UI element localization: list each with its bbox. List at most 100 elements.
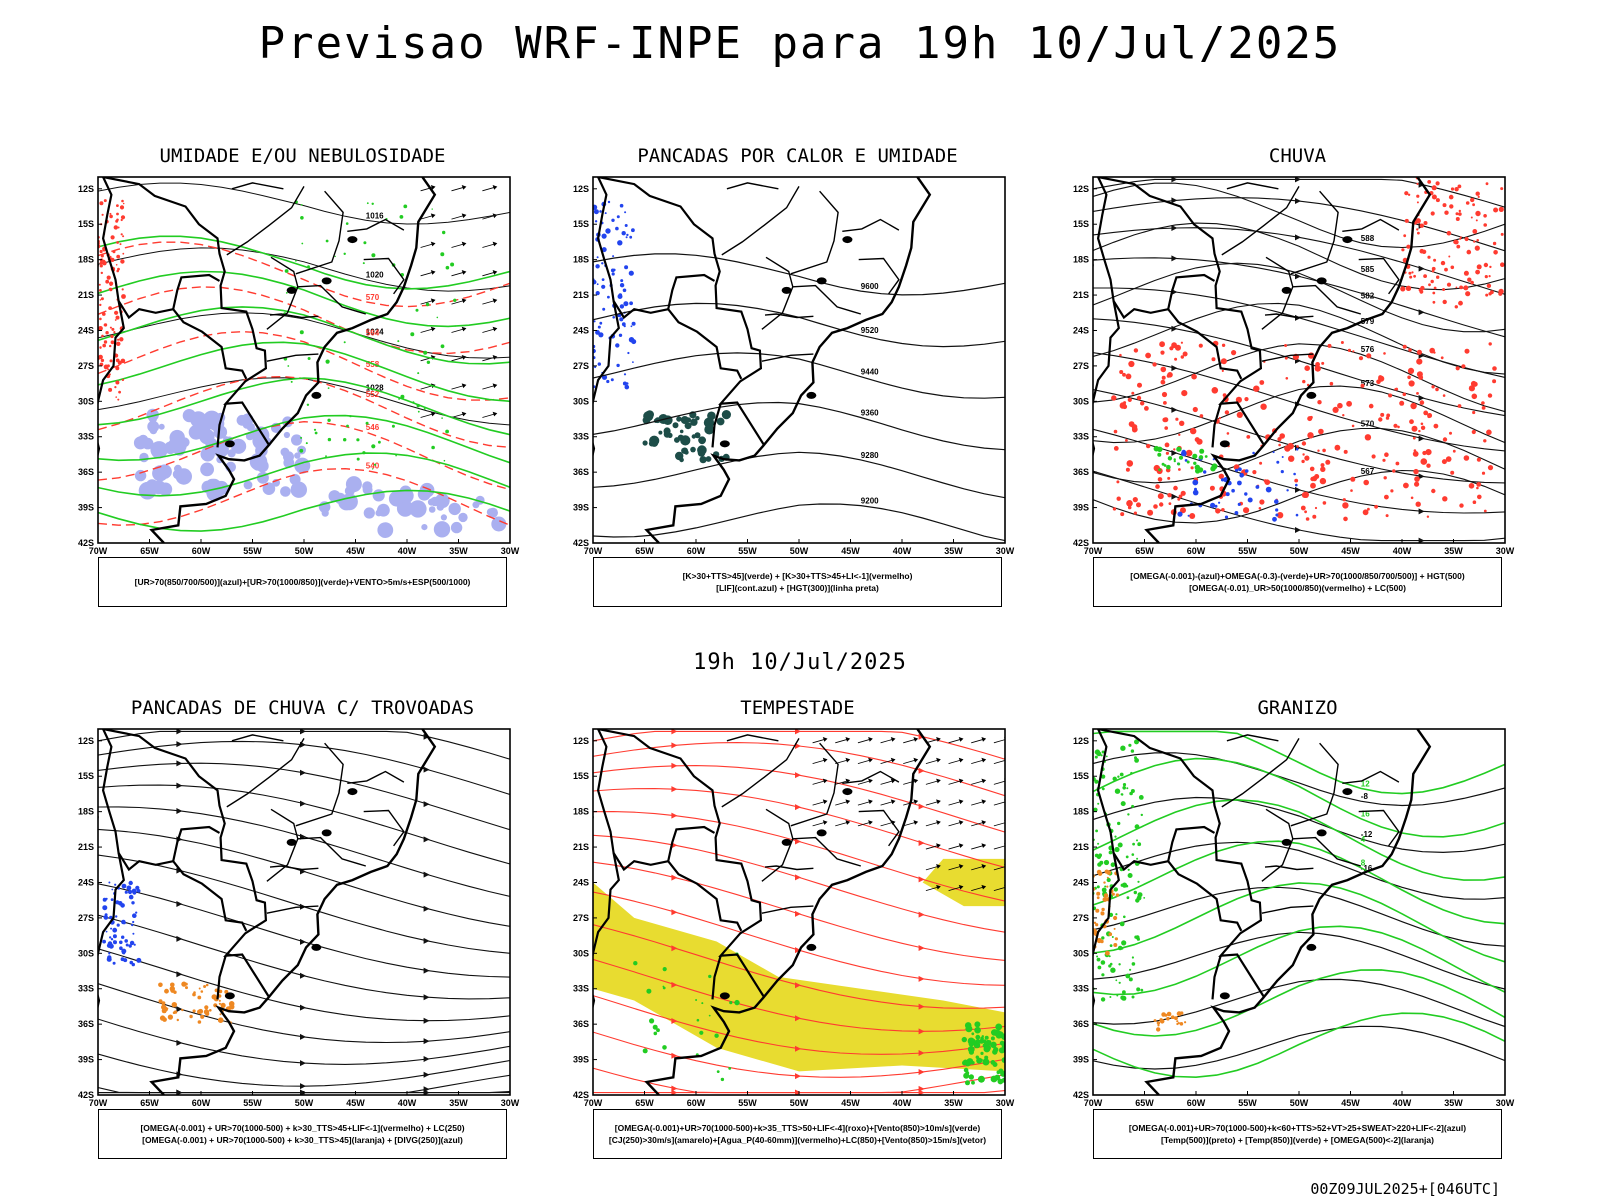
- field-dot: [1360, 383, 1365, 388]
- field-dot: [1094, 853, 1099, 858]
- contour-line: [98, 306, 510, 365]
- state-border: [1264, 865, 1314, 871]
- field-dot: [110, 334, 114, 339]
- field-dot: [1096, 937, 1102, 944]
- field-dot: [694, 432, 701, 439]
- wind-arrowhead: [958, 778, 964, 784]
- field-dot: [1411, 425, 1418, 432]
- state-border: [347, 770, 405, 784]
- field-dot: [1192, 479, 1199, 486]
- field-dot: [300, 204, 303, 206]
- field-dot: [1422, 450, 1427, 456]
- field-dot: [980, 1036, 984, 1041]
- field-dot: [1104, 869, 1109, 874]
- field-dot: [1160, 379, 1166, 385]
- field-dot: [628, 270, 634, 276]
- field-dot: [1465, 291, 1471, 297]
- field-dot: [980, 1051, 984, 1055]
- contour-line: [1093, 925, 1505, 996]
- streamline-arrow: [176, 741, 183, 748]
- field-dot: [128, 944, 132, 948]
- field-dot: [131, 923, 134, 927]
- wind-arrowhead: [492, 185, 498, 190]
- field-dot: [684, 450, 689, 455]
- field-dot: [1481, 471, 1486, 475]
- field-dot: [1093, 929, 1097, 933]
- field-dot: [453, 298, 457, 302]
- field-dot: [197, 1020, 202, 1024]
- field-dot: [131, 901, 135, 905]
- field-dot: [400, 394, 405, 399]
- map-granizo[interactable]: -8-12-1612164812S15S18S21S24S27S30S33S36…: [1055, 717, 1540, 1117]
- field-dot: [151, 447, 163, 459]
- wind-arrowhead: [936, 884, 941, 890]
- field-dot: [1103, 859, 1110, 866]
- field-dot: [716, 1070, 720, 1073]
- field-dot: [1317, 400, 1322, 405]
- lon-label: 45W: [346, 546, 365, 556]
- wind-arrowhead: [958, 799, 964, 805]
- geography-layer: [1093, 729, 1432, 1095]
- lon-label: 50W: [790, 1098, 809, 1108]
- field-dot: [1164, 426, 1168, 430]
- legend-line: [CJ(250)>30m/s](amarelo)+[Agua_P(40-60mm…: [608, 1135, 987, 1145]
- lon-label: 40W: [1393, 1098, 1412, 1108]
- field-dot: [1239, 473, 1244, 478]
- field-dot: [121, 883, 127, 889]
- field-dot: [362, 484, 373, 495]
- lake-shape: [806, 391, 817, 399]
- field-dot: [98, 326, 103, 331]
- state-border: [726, 734, 779, 742]
- field-dot: [1364, 434, 1372, 441]
- panel-legend: [UR>70(850/700/500)](azul)+[UR>70(1000/8…: [98, 557, 507, 607]
- state-border: [363, 809, 405, 847]
- field-dot: [1399, 400, 1405, 406]
- field-dot: [1190, 427, 1197, 435]
- field-dot: [617, 240, 623, 246]
- field-dot: [356, 457, 360, 461]
- field-dot: [486, 508, 495, 516]
- streamline-arrow: [918, 911, 925, 918]
- contour-line: [1093, 969, 1505, 1037]
- state-border: [858, 257, 900, 295]
- field-dot: [1180, 355, 1184, 359]
- field-dot: [1137, 880, 1140, 883]
- lat-label: 30S: [78, 396, 94, 406]
- map-chuva[interactable]: 58858558257957657357056712S15S18S21S24S2…: [1055, 165, 1540, 565]
- field-dot: [1178, 455, 1184, 460]
- field-dot: [115, 915, 118, 918]
- field-dot: [1477, 494, 1482, 500]
- field-dot: [373, 463, 377, 466]
- field-dot: [1474, 245, 1480, 251]
- lon-label: 50W: [1290, 546, 1309, 556]
- field-dot: [1489, 265, 1492, 269]
- wind-arrowhead: [822, 737, 828, 742]
- field-dot: [1101, 907, 1105, 912]
- field-dot: [1105, 950, 1110, 956]
- field-dot: [642, 440, 648, 446]
- field-dot: [971, 1032, 975, 1036]
- field-dot: [1198, 343, 1203, 348]
- field-dot: [343, 252, 346, 255]
- map-umidade[interactable]: 101610201024102857056455855254654012S15S…: [60, 165, 545, 565]
- field-dot: [313, 428, 317, 431]
- field-dot: [1295, 448, 1299, 451]
- field-dot: [1378, 417, 1383, 422]
- field-dot: [139, 452, 149, 463]
- contour-line: [593, 451, 1005, 499]
- field-dot: [102, 343, 106, 348]
- field-dot: [1118, 981, 1121, 984]
- map-pancadas-calor[interactable]: 96009520944093609280920012S15S18S21S24S2…: [555, 165, 1040, 565]
- country-border: [1211, 955, 1222, 1000]
- field-dot: [697, 449, 706, 457]
- contour-line: [1093, 752, 1505, 807]
- field-dot: [135, 885, 140, 890]
- lon-label: 45W: [1341, 546, 1360, 556]
- field-dot: [283, 431, 290, 439]
- panel-umidade: UMIDADE E/OU NEBULOSIDADE 1016 1020 1024 10…: [60, 145, 545, 625]
- wind-arrowhead: [913, 778, 919, 784]
- field-dot: [121, 935, 125, 939]
- field-dot: [426, 360, 431, 364]
